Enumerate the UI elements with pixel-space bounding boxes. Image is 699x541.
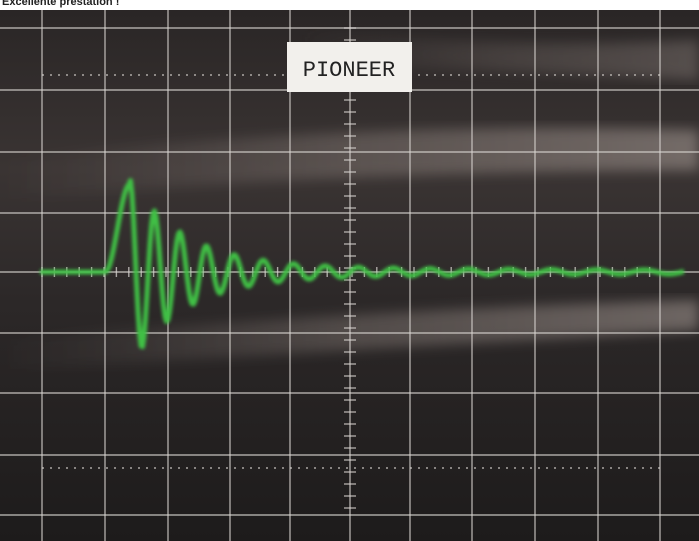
caption: Excellente prestation ! xyxy=(2,0,120,8)
screen-label: PIONEER xyxy=(303,58,395,83)
waveform xyxy=(40,178,685,350)
label-box xyxy=(287,42,412,92)
graticule xyxy=(0,10,699,541)
oscilloscope-photo: PIONEER xyxy=(0,10,699,541)
